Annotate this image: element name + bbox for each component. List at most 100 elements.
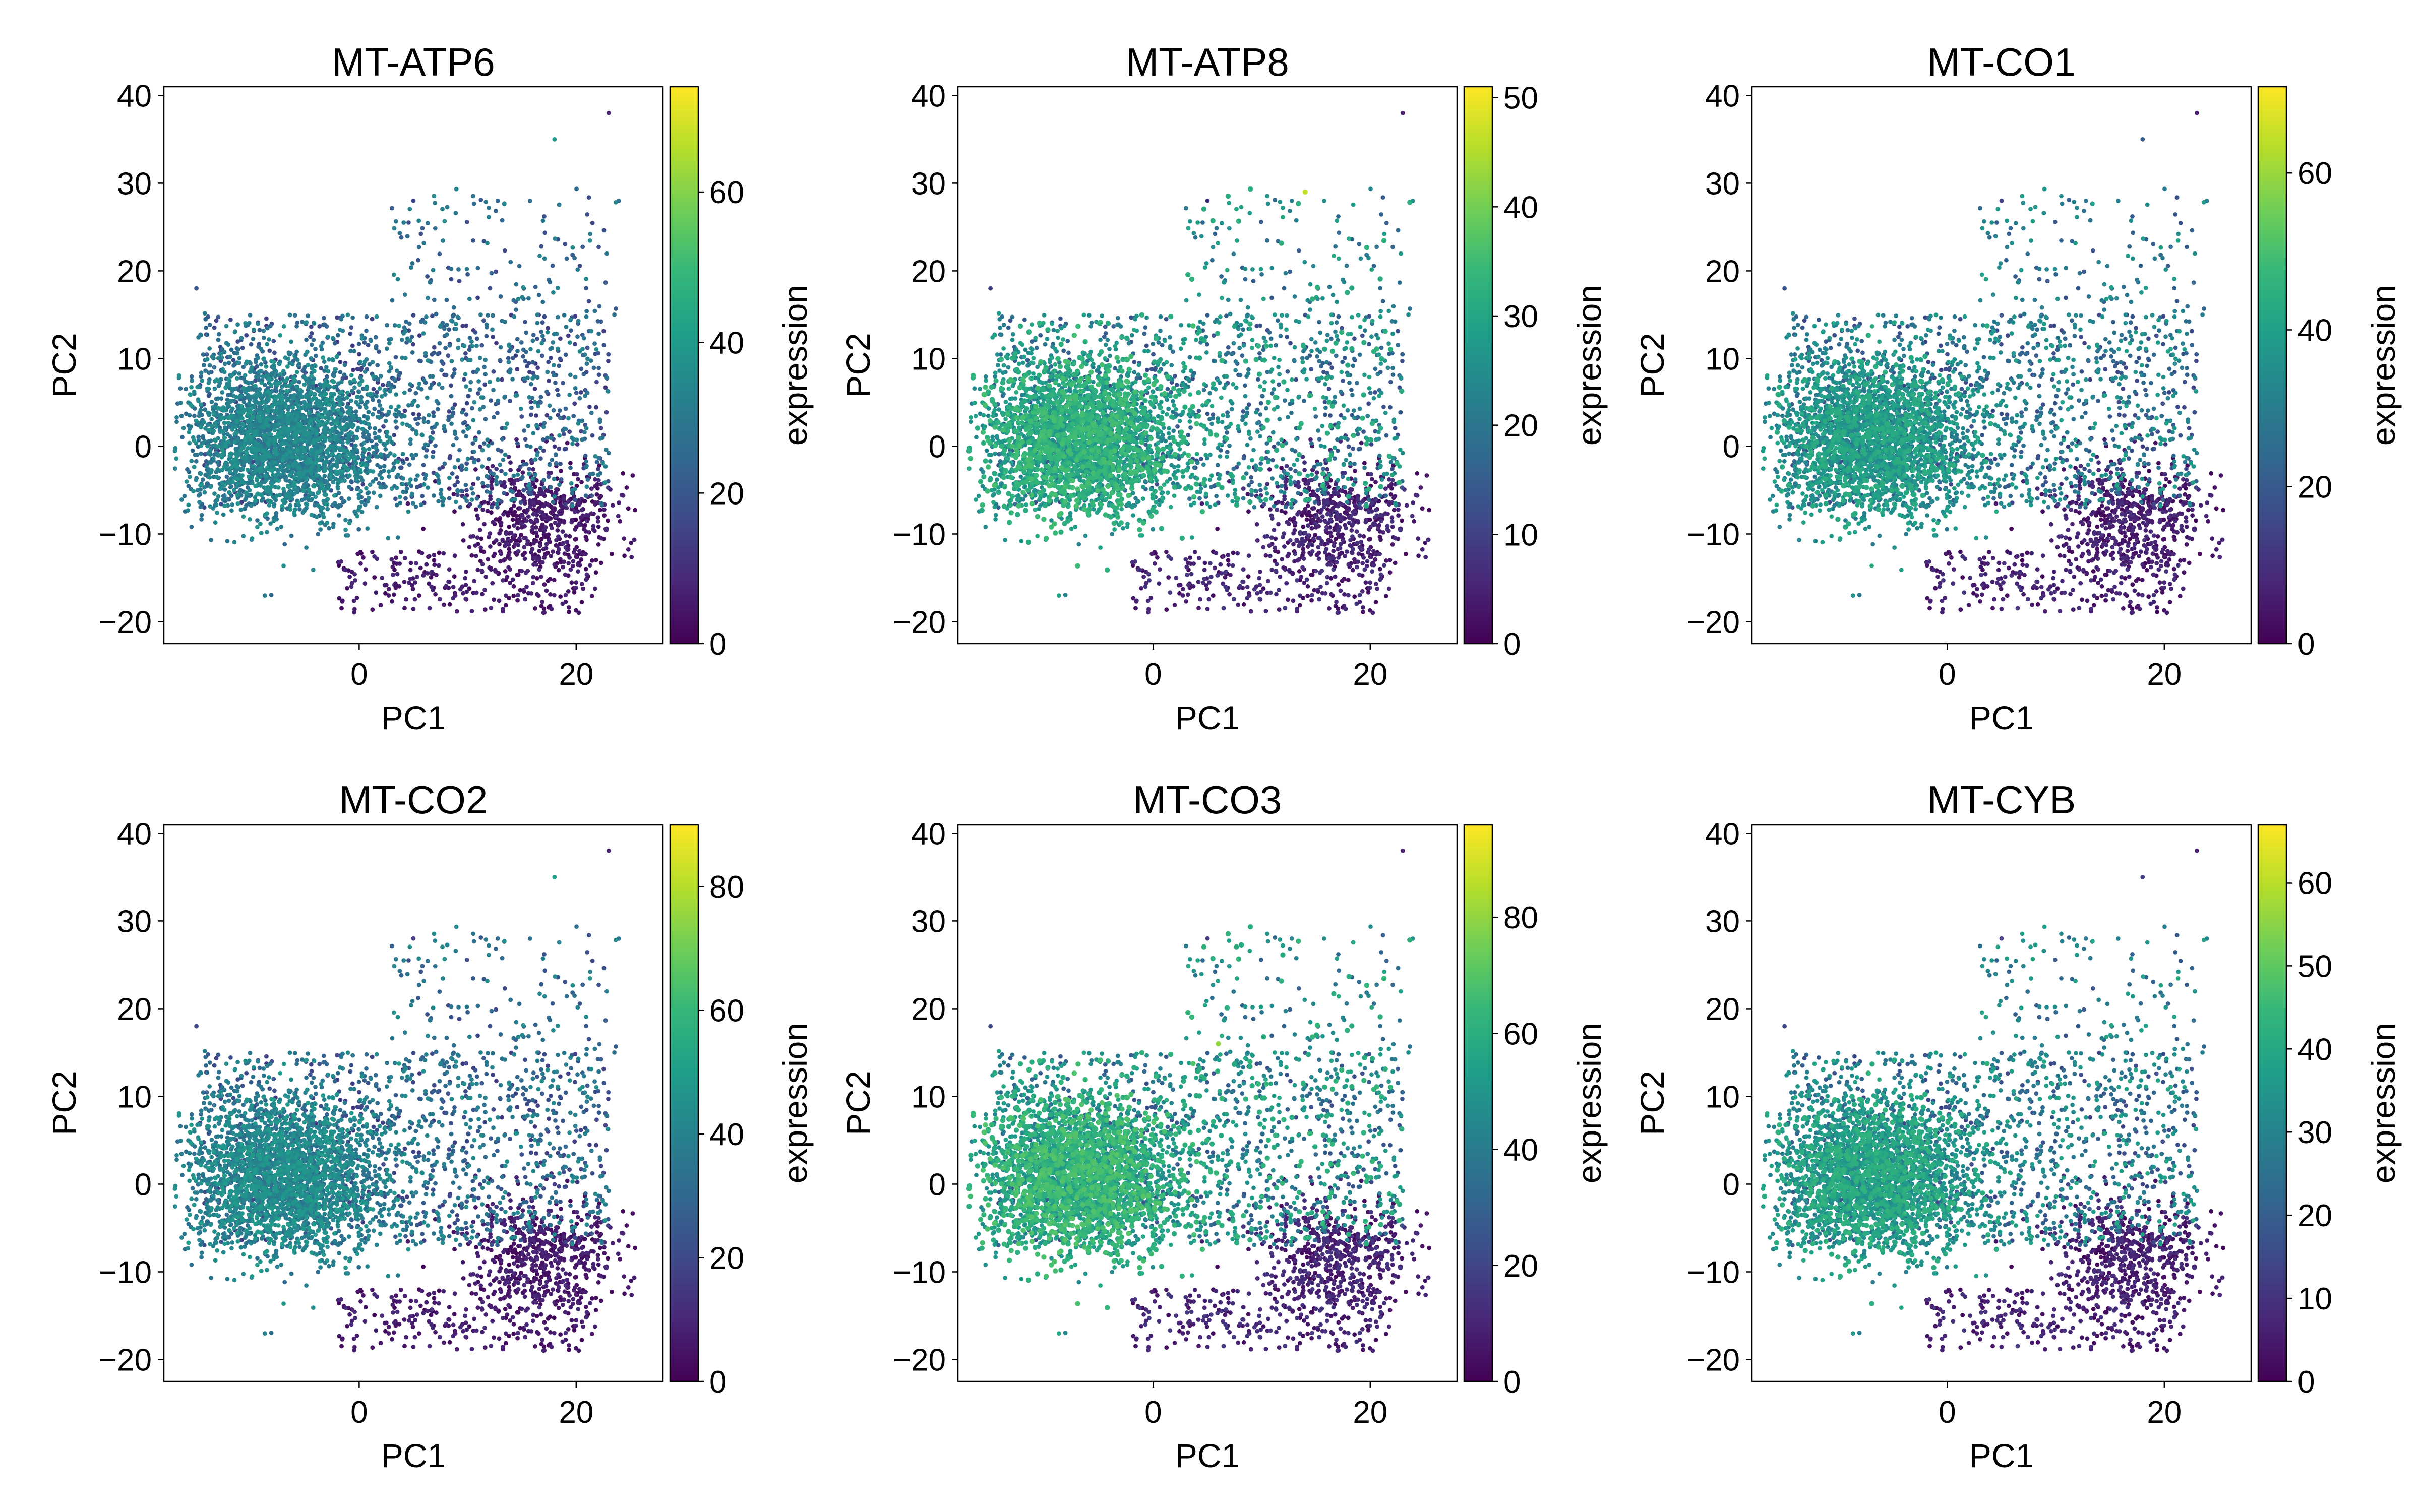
data-point [383,591,388,596]
data-point [391,461,396,466]
data-point [562,432,566,437]
data-point [622,536,627,541]
data-point [294,349,299,354]
data-point [598,494,603,498]
data-point [311,337,316,342]
data-point [1276,549,1281,554]
data-point [216,384,221,388]
data-point [487,535,491,540]
data-point [265,489,269,494]
data-point [557,408,562,413]
data-point [1393,560,1398,565]
data-point [568,465,573,470]
data-point [597,304,602,309]
data-point [498,358,503,363]
data-point [455,475,460,480]
data-point [408,382,412,387]
data-point [253,432,258,437]
data-point [241,534,246,538]
data-point [596,372,601,377]
data-point [479,343,485,348]
data-point [580,513,585,518]
data-point [302,382,307,387]
data-point [537,543,542,548]
data-point [335,354,339,359]
data-point [563,545,568,550]
data-point [355,514,359,519]
data-point [326,447,331,452]
data-point [584,426,589,431]
data-point [385,440,390,445]
data-point [268,491,273,496]
data-point [519,521,524,526]
data-point [172,466,177,471]
data-point [450,313,455,319]
data-point [320,433,325,438]
data-point [562,559,566,564]
data-point [574,437,579,443]
data-point [490,581,495,586]
data-point [419,551,425,555]
data-point [199,451,204,456]
data-point [626,506,631,511]
data-point [365,384,369,389]
data-point [397,561,402,566]
data-point [431,430,435,435]
data-point [421,526,426,531]
data-point [192,438,197,443]
data-point [445,205,450,210]
data-point [295,357,300,362]
data-point [561,564,565,570]
data-point [511,473,516,478]
data-point [529,550,533,555]
data-point [356,508,361,513]
data-point [464,461,469,466]
data-point [523,536,528,541]
data-point [226,439,231,445]
data-point [255,364,260,369]
data-point [542,610,547,615]
data-point [337,327,342,332]
data-point [202,420,206,425]
data-point [596,478,601,483]
data-point [392,226,397,231]
data-point [451,585,456,590]
data-point [519,414,524,419]
data-point [262,593,267,598]
data-point [548,577,553,582]
data-point [263,512,268,517]
data-point [407,388,412,393]
data-point [462,344,467,348]
data-point [478,545,483,550]
data-point [388,365,393,369]
data-point [520,295,525,299]
data-point [590,558,594,563]
colorbar-label: expression [776,285,814,446]
data-point [306,386,311,390]
data-point [427,606,432,611]
data-point [306,362,311,367]
data-point [209,400,214,404]
data-point [332,493,337,498]
data-point [309,390,313,395]
data-point [248,313,253,318]
data-point [296,403,300,408]
data-point [328,436,332,442]
data-point [449,421,454,426]
data-point [400,452,405,457]
data-point [558,415,563,420]
data-point [587,530,591,535]
data-point [280,503,284,509]
data-point [593,570,598,575]
data-point [416,412,421,417]
data-point [491,334,496,339]
data-point [303,376,308,381]
data-point [364,328,369,333]
data-point [389,486,394,491]
data-point [322,359,327,364]
data-point [521,347,526,352]
data-point [450,406,455,411]
data-point [386,587,391,592]
data-point [467,586,472,591]
data-point [212,386,217,391]
